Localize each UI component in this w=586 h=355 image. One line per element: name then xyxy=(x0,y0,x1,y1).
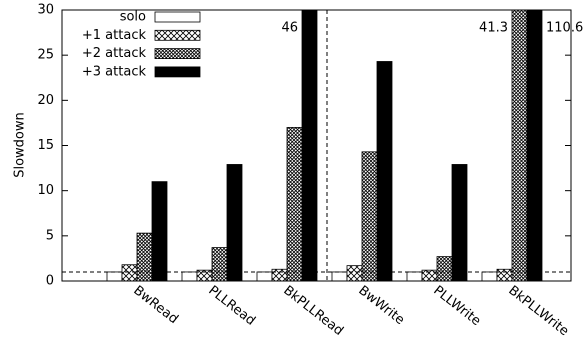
legend-label: +2 attack xyxy=(82,46,147,61)
bar xyxy=(271,268,288,281)
legend-label: +3 attack xyxy=(82,64,147,79)
x-tick-label: PLLRead xyxy=(205,283,258,329)
y-tick-label: 10 xyxy=(37,183,54,198)
bar xyxy=(436,256,453,281)
legend-swatch xyxy=(154,11,201,23)
bar xyxy=(286,127,303,281)
bar xyxy=(181,271,198,281)
bar xyxy=(256,271,273,281)
legend-label: solo xyxy=(120,10,146,25)
legend-swatch xyxy=(154,66,201,78)
bar xyxy=(511,10,528,281)
bar xyxy=(226,164,243,281)
x-tick-label: BkPLLRead xyxy=(280,283,346,339)
y-tick-label: 20 xyxy=(37,93,54,108)
x-tick-label: BwRead xyxy=(130,283,180,327)
x-tick-label: PLLWrite xyxy=(430,283,483,329)
y-axis-label: Slowdown xyxy=(13,112,28,178)
y-tick-label: 5 xyxy=(46,228,54,243)
bar xyxy=(496,268,513,281)
bar xyxy=(106,271,123,281)
data-label: 110.6 xyxy=(546,21,583,36)
bar xyxy=(331,271,348,281)
bar xyxy=(346,265,363,281)
data-label: 46 xyxy=(281,21,298,36)
bar xyxy=(481,271,498,281)
bar xyxy=(376,61,393,281)
y-tick-label: 25 xyxy=(37,48,54,63)
bar xyxy=(301,10,318,281)
y-tick-label: 0 xyxy=(46,274,54,289)
y-tick-label: 15 xyxy=(37,138,54,153)
bar xyxy=(151,181,168,281)
bar xyxy=(121,264,138,281)
legend-label: +1 attack xyxy=(82,28,147,43)
bar xyxy=(136,232,153,281)
x-tick-label: BwWrite xyxy=(355,283,407,328)
bar xyxy=(451,164,468,281)
bar xyxy=(361,151,378,281)
bar xyxy=(526,10,543,281)
data-label: 41.3 xyxy=(479,21,508,36)
bar xyxy=(211,247,228,281)
legend-swatch xyxy=(154,29,201,41)
legend-swatch xyxy=(154,48,201,59)
x-tick-label: BkPLLWrite xyxy=(505,283,571,339)
y-tick-label: 30 xyxy=(37,3,54,18)
bar xyxy=(406,271,423,281)
